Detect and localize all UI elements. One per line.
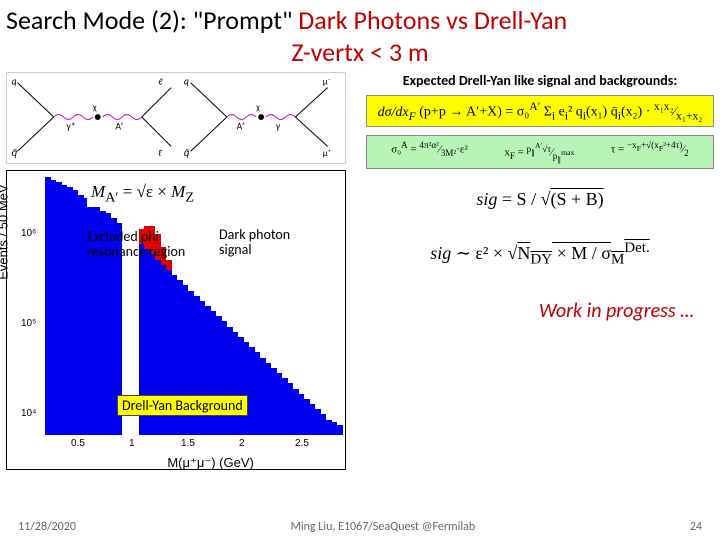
annot-signal-l2: signal	[219, 241, 252, 258]
bar-dy	[337, 425, 343, 435]
annot-excluded: Excluded phi resonance region	[87, 229, 185, 260]
formula-sigma0: σ₀A = 4π²α²⁄3M²·ε²	[391, 140, 468, 164]
formula-xf: xF = p∥A′√τ⁄p∥max	[504, 140, 574, 164]
svg-text:A′: A′	[115, 121, 123, 133]
xtick: 1	[129, 438, 135, 449]
svg-text:χ: χ	[255, 103, 260, 113]
xtick: 0.5	[71, 438, 85, 449]
formula-sig-scaling: sig ∼ ε² × √NDY × M / σMDet.	[366, 240, 714, 269]
right-column: Expected Drell-Yan like signal and backg…	[356, 72, 714, 470]
slide-title-line2: Z-vertx < 3 m	[0, 36, 720, 72]
title-pre: Search Mode (2): "Prompt"	[6, 4, 298, 36]
svg-text:χ: χ	[92, 103, 97, 113]
feynman-svg: q q̄ γ* χ A′ ℓ ℓ̄ q q̄ A′ χ	[7, 73, 345, 163]
formula-kinematics: σ₀A = 4π²α²⁄3M²·ε² xF = p∥A′√τ⁄p∥max τ =…	[366, 135, 714, 169]
chart-ylabel: Events / 50 MeV	[0, 184, 11, 279]
formula-cross-section: dσ/dxF (p+p → A′+X) = σ₀A′ Σi ei² qi(x₁)…	[366, 95, 714, 127]
left-column: q q̄ γ* χ A′ ℓ ℓ̄ q q̄ A′ χ	[6, 72, 356, 470]
xtick: 1.5	[181, 438, 195, 449]
slide-title-line1: Search Mode (2): "Prompt" Dark Photons v…	[0, 0, 720, 36]
svg-text:γ*: γ*	[65, 121, 75, 133]
ytick: 10⁵	[21, 318, 36, 329]
footer-page: 24	[690, 520, 702, 534]
annot-excluded-l2: resonance region	[87, 243, 185, 260]
right-header: Expected Drell-Yan like signal and backg…	[366, 72, 714, 89]
xtick: 2.5	[295, 438, 309, 449]
work-in-progress: Work in progress …	[366, 299, 714, 323]
mass-spectrum-chart: Events / 50 MeV MA′ = √ε × MZ Excluded p…	[6, 170, 346, 470]
annot-background: Drell-Yan Background	[117, 395, 248, 416]
footer-date: 11/28/2020	[18, 520, 76, 534]
footer-center: Ming Liu, E1067/SeaQuest @Fermilab	[291, 520, 476, 534]
svg-text:A′: A′	[237, 121, 245, 133]
svg-text:q̄: q̄	[12, 147, 18, 159]
bar-signal	[166, 260, 172, 270]
title-red: Dark Photons vs Drell-Yan	[298, 4, 567, 36]
svg-text:q: q	[184, 76, 189, 88]
svg-text:μ⁺: μ⁺	[323, 149, 331, 159]
xtick: 2	[239, 438, 245, 449]
svg-text:γ: γ	[275, 121, 281, 133]
feynman-diagrams: q q̄ γ* χ A′ ℓ ℓ̄ q q̄ A′ χ	[6, 72, 346, 164]
ytick: 10⁴	[21, 408, 36, 419]
annot-signal: Dark photon signal	[219, 227, 290, 258]
slide-footer: 11/28/2020 Ming Liu, E1067/SeaQuest @Fer…	[0, 520, 720, 534]
chart-xlabel: M(μ⁺μ⁻) (GeV)	[167, 455, 253, 471]
formula-tau: τ = −xF+√(xF²+4τ)⁄2	[611, 140, 689, 164]
svg-text:ℓ̄: ℓ̄	[158, 149, 163, 159]
svg-text:q: q	[12, 76, 17, 88]
mass-formula: MA′ = √ε × MZ	[87, 181, 198, 207]
formula-sig: sig = S / √(S + B)	[366, 189, 714, 210]
svg-text:μ⁻: μ⁻	[323, 78, 331, 88]
svg-text:q̄: q̄	[184, 147, 190, 159]
ytick: 10⁶	[21, 228, 36, 239]
svg-text:ℓ: ℓ	[158, 78, 163, 88]
